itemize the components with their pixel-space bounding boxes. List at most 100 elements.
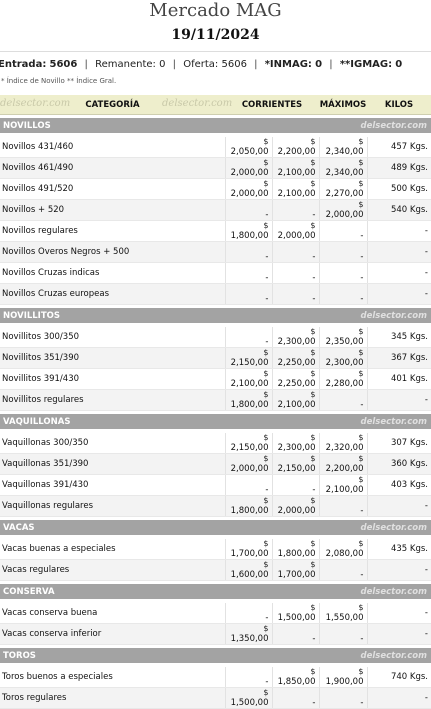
section-title: VACAS xyxy=(0,520,319,535)
row-category: Novillos + 520 xyxy=(0,199,225,221)
maximo-value: 2,100,00 xyxy=(325,485,364,495)
corrientes-min: $1,700,00 xyxy=(224,539,272,560)
corrientes-max: - xyxy=(271,283,319,305)
corrientes-min-value: - xyxy=(265,613,269,623)
maximo: $2,100,00 xyxy=(318,474,367,496)
corrientes-min-value: 1,800,00 xyxy=(230,506,269,516)
corrientes-max: $2,150,00 xyxy=(271,453,319,475)
corrientes-min-value: - xyxy=(265,485,269,495)
row-kilos: - xyxy=(366,283,431,305)
row-kilos: - xyxy=(366,495,431,517)
currency-symbol: $ xyxy=(263,624,269,633)
currency-symbol: $ xyxy=(310,560,316,569)
corrientes-max-value: - xyxy=(312,634,316,644)
section-watermark: delsector.com xyxy=(319,648,431,663)
corrientes-max: $2,100,00 xyxy=(271,389,319,411)
section-title: CONSERVA xyxy=(0,584,319,599)
maximo: $1,900,00 xyxy=(318,667,367,688)
table-row: Vaquillonas 351/390 $2,000,00 $2,150,00 $2,… xyxy=(0,453,431,475)
currency-symbol: $ xyxy=(358,348,364,357)
corrientes-max: $2,300,00 xyxy=(271,327,319,348)
market-summary: Entrada: 5606 | Remanente: 0 | Oferta: 5… xyxy=(0,59,403,70)
entrada-label: Entrada: xyxy=(0,59,47,70)
corrientes-max-value: 1,700,00 xyxy=(277,570,316,580)
corrientes-min: - xyxy=(224,603,272,624)
corrientes-max-value: 2,300,00 xyxy=(277,443,316,453)
corrientes-max: $2,250,00 xyxy=(271,368,319,390)
maximo: $2,270,00 xyxy=(318,178,367,200)
corrientes-max: $1,500,00 xyxy=(271,603,319,624)
maximo-value: - xyxy=(360,231,364,241)
corrientes-min-value: - xyxy=(265,273,269,283)
maximo-value: 2,320,00 xyxy=(325,443,364,453)
maximo-value: - xyxy=(360,252,364,262)
table-row: Vacas conserva buena - $1,500,00 $1,550,00- xyxy=(0,603,431,624)
corrientes-max-value: 2,250,00 xyxy=(277,358,316,368)
currency-symbol: $ xyxy=(263,496,269,505)
corrientes-max: $2,300,00 xyxy=(271,433,319,454)
corrientes-min: - xyxy=(224,199,272,221)
table-row: Vacas regulares $1,600,00 $1,700,00- - xyxy=(0,559,431,581)
table-row: Vacas conserva inferior $1,350,00- - - xyxy=(0,623,431,645)
currency-symbol: $ xyxy=(263,454,269,463)
maximo-value: - xyxy=(360,506,364,516)
igmag-label: **IGMAG: xyxy=(339,59,393,70)
row-kilos: 500 Kgs. xyxy=(366,178,431,200)
currency-symbol: $ xyxy=(358,327,364,336)
maximo: $2,320,00 xyxy=(318,433,367,454)
table-row: Novillos Cruzas indicas - - - - xyxy=(0,262,431,284)
maximo: - xyxy=(318,495,367,517)
corrientes-min-value: 2,150,00 xyxy=(230,358,269,368)
row-category: Toros buenos a especiales xyxy=(0,667,225,688)
table-row: Toros buenos a especiales - $1,850,00 $1,90… xyxy=(0,667,431,688)
maximo: - xyxy=(318,283,367,305)
maximo: - xyxy=(318,559,367,581)
section-watermark: delsector.com xyxy=(319,520,431,535)
corrientes-max-value: - xyxy=(312,273,316,283)
row-category: Vaquillonas 300/350 xyxy=(0,433,225,454)
row-category: Novillos Cruzas europeas xyxy=(0,283,225,305)
currency-symbol: $ xyxy=(263,433,269,442)
currency-symbol: $ xyxy=(310,137,316,146)
row-category: Vacas conserva inferior xyxy=(0,623,225,645)
table-header: delsector.com delsector.com CATEGORÍA CO… xyxy=(0,95,431,115)
currency-symbol: $ xyxy=(263,390,269,399)
watermark-right: delsector.com xyxy=(162,98,233,109)
remanente-label: Remanente: xyxy=(95,59,156,70)
corrientes-max: $1,800,00 xyxy=(271,539,319,560)
currency-symbol: $ xyxy=(263,348,269,357)
table-row: Novillos regulares $1,800,00 $2,000,00- - xyxy=(0,220,431,242)
corrientes-min: - xyxy=(224,283,272,305)
corrientes-max: $2,100,00 xyxy=(271,178,319,200)
section-title: NOVILLITOS xyxy=(0,308,319,323)
maximo: $2,340,00 xyxy=(318,157,367,179)
currency-symbol: $ xyxy=(310,496,316,505)
section-header: VAQUILLONAS delsector.com xyxy=(0,414,431,429)
currency-symbol: $ xyxy=(358,369,364,378)
row-kilos: 457 Kgs. xyxy=(366,137,431,158)
row-kilos: 367 Kgs. xyxy=(366,347,431,369)
corrientes-min-value: 2,000,00 xyxy=(230,168,269,178)
corrientes-min: - xyxy=(224,327,272,348)
table-row: Toros regulares $1,500,00- - - xyxy=(0,687,431,709)
maximo: - xyxy=(318,623,367,645)
corrientes-max-value: 2,200,00 xyxy=(277,147,316,157)
maximo: $2,340,00 xyxy=(318,137,367,158)
row-kilos: 540 Kgs. xyxy=(366,199,431,221)
currency-symbol: $ xyxy=(358,179,364,188)
prices-table: delsector.com delsector.com CATEGORÍA CO… xyxy=(0,95,431,709)
entrada-value: 5606 xyxy=(49,59,78,70)
corrientes-max-value: - xyxy=(312,294,316,304)
row-category: Novillos 461/490 xyxy=(0,157,225,179)
category-header-label: CATEGORÍA xyxy=(85,99,140,110)
table-row: Novillos Cruzas europeas - - - - xyxy=(0,283,431,305)
maximo: - xyxy=(318,389,367,411)
row-category: Vaquillonas 351/390 xyxy=(0,453,225,475)
corrientes-min-value: 1,700,00 xyxy=(230,549,269,559)
maximo: - xyxy=(318,687,367,709)
corrientes-max-value: 2,000,00 xyxy=(277,506,316,516)
section-title: TOROS xyxy=(0,648,319,663)
corrientes-min: $1,500,00 xyxy=(224,687,272,709)
market-date: 19/11/2024 xyxy=(171,27,260,43)
currency-symbol: $ xyxy=(310,369,316,378)
